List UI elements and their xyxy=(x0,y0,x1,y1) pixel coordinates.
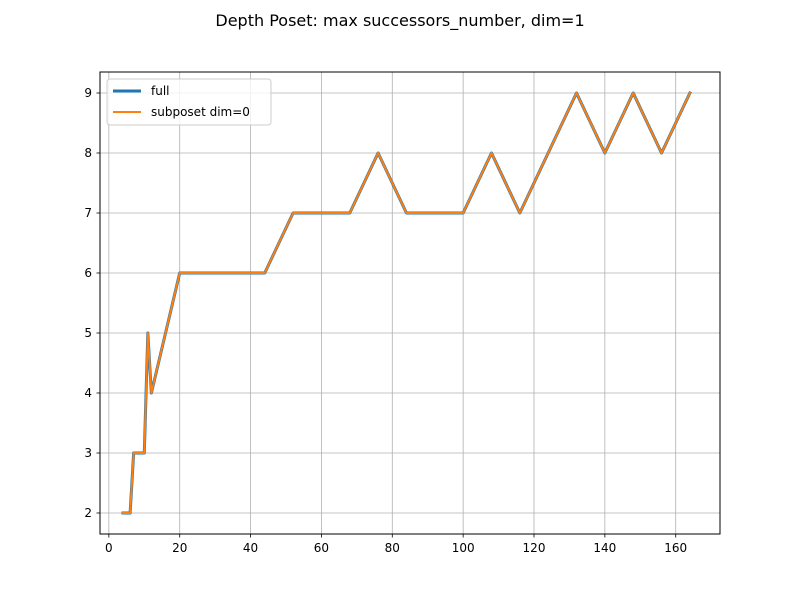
x-tick-label: 120 xyxy=(523,541,546,555)
x-tick-label: 100 xyxy=(452,541,475,555)
series-line-subposet-dim-0 xyxy=(122,91,692,514)
y-tick-label: 5 xyxy=(84,326,92,340)
y-axis: 2 3 4 5 6 7 8 9 xyxy=(84,86,100,520)
x-tick-label: 20 xyxy=(172,541,187,555)
legend-label-subposet: subposet dim=0 xyxy=(151,105,250,119)
x-axis: 0 20 40 60 80 100 120 140 160 xyxy=(105,534,687,555)
series-lines xyxy=(121,91,692,515)
grid xyxy=(100,72,720,534)
y-tick-label: 3 xyxy=(84,446,92,460)
legend-label-full: full xyxy=(151,84,170,98)
x-tick-label: 160 xyxy=(664,541,687,555)
plot-frame xyxy=(99,71,721,535)
x-tick-label: 0 xyxy=(105,541,113,555)
legend: full subposet dim=0 xyxy=(106,78,272,126)
legend-box xyxy=(106,78,272,126)
x-tick-label: 80 xyxy=(385,541,400,555)
y-tick-label: 7 xyxy=(84,206,92,220)
y-tick-label: 2 xyxy=(84,506,92,520)
chart-title: Depth Poset: max successors_number, dim=… xyxy=(215,11,584,31)
x-tick-label: 60 xyxy=(314,541,329,555)
y-tick-label: 9 xyxy=(84,86,92,100)
y-tick-label: 6 xyxy=(84,266,92,280)
y-tick-label: 4 xyxy=(84,386,92,400)
x-tick-label: 140 xyxy=(593,541,616,555)
y-tick-label: 8 xyxy=(84,146,92,160)
x-tick-label: 40 xyxy=(243,541,258,555)
